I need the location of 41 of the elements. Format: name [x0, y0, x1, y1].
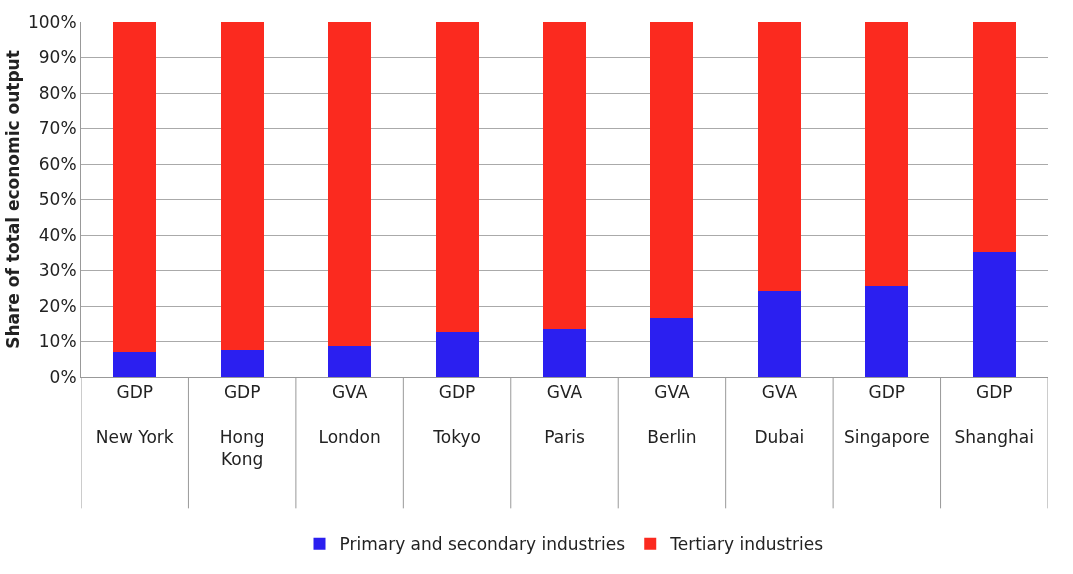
- y-axis-title: Share of total economic output: [2, 50, 23, 349]
- bar: [757, 291, 801, 377]
- bar: [220, 350, 264, 377]
- y-tick-label: 60%: [38, 153, 77, 174]
- category-label: GDP Hong Kong: [219, 382, 265, 469]
- y-tick-label: 90%: [38, 47, 77, 68]
- bar: [972, 22, 1016, 253]
- bar: [435, 22, 479, 332]
- y-tick-label: 10%: [38, 331, 77, 352]
- category-label: GDP Singapore: [843, 382, 930, 447]
- bar: [435, 331, 479, 377]
- category-label: GDP Tokyo: [433, 382, 481, 447]
- legend-label: Tertiary industries: [669, 534, 824, 555]
- category-label: GVA London: [318, 382, 381, 447]
- category-label: GVA Paris: [544, 382, 585, 447]
- bar: [757, 22, 801, 292]
- bar: [543, 22, 586, 330]
- y-tick-label: 80%: [38, 82, 77, 103]
- y-tick-label: 0%: [49, 366, 77, 387]
- bar: [113, 22, 157, 352]
- bar: [865, 22, 909, 287]
- bar: [972, 252, 1016, 377]
- category-label: GDP Shanghai: [954, 382, 1035, 447]
- legend-label: Primary and secondary industries: [339, 534, 626, 555]
- bar: [865, 286, 909, 377]
- y-tick-label: 50%: [38, 189, 77, 210]
- bar: [220, 22, 264, 351]
- bar: [543, 329, 586, 377]
- y-tick-label: 20%: [38, 295, 77, 316]
- y-tick-label: 70%: [38, 118, 77, 139]
- y-tick-label: 30%: [38, 260, 77, 281]
- y-tick-label: 40%: [38, 224, 77, 245]
- bar: [113, 351, 157, 377]
- category-label: GDP New York: [95, 382, 174, 447]
- category-label: GVA Berlin: [647, 382, 697, 447]
- bar: [650, 318, 694, 377]
- bar: [328, 346, 372, 377]
- bar: [328, 22, 372, 347]
- category-label: GVA Dubai: [754, 382, 805, 447]
- y-tick-label: 100%: [27, 11, 77, 32]
- bar: [650, 22, 694, 319]
